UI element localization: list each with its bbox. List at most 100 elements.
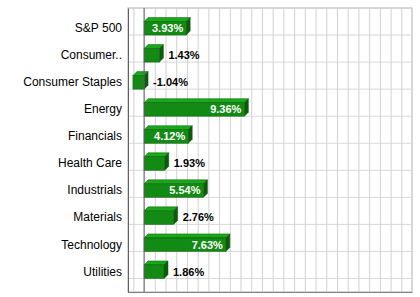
y-tick: Consumer Staples [23,75,128,89]
y-tick: Industrials [67,183,128,197]
x-axis-line [129,292,413,293]
y-tick: Health Care [58,156,128,170]
bar-top [144,99,248,103]
data-label: 2.76% [183,211,214,223]
x-tick [262,8,263,292]
category-label: Technology [61,238,122,252]
x-tick [251,8,252,292]
category-label: Industrials [67,183,122,197]
data-label: 1.86% [173,266,204,278]
data-label: 9.36% [210,103,241,115]
data-labels: 3.93% 1.43% -1.04% 9.36% 4.12% 1.93% 5.54% 2.76… [152,22,242,277]
bar-side [144,72,148,90]
data-label: 7.63% [192,239,223,251]
bar [144,265,164,279]
y-tick: Utilities [83,265,128,279]
grid-line [358,8,359,292]
grid-line [241,8,242,292]
grid-line [251,8,252,292]
zero-line [144,8,145,292]
x-tick [316,8,317,292]
data-label: 1.43% [168,49,199,61]
x-tick [305,8,306,292]
grid-line [133,8,134,292]
x-tick [230,8,231,292]
y-tick: Financials [68,129,128,143]
grid-line [391,8,392,292]
bar-top [144,126,192,130]
y-axis-line [128,9,129,293]
category-label: Materials [73,210,122,224]
bar-side [159,45,163,63]
bar-side [164,261,168,279]
grid-line [294,8,295,292]
y-tick: Energy [84,102,128,116]
y-tick: Technology [61,238,128,252]
x-tick [380,8,381,292]
chart-svg: S&P 500 Consumer.. Consumer Staples Energy F… [0,0,420,297]
bar-side [226,234,230,252]
y-axis: S&P 500 Consumer.. Consumer Staples Energy F… [23,9,128,293]
data-label: 4.12% [154,130,185,142]
bar-top [144,234,230,238]
data-label: 5.54% [169,184,200,196]
x-tick [273,8,274,292]
grid-line [283,8,284,292]
y-tick: S&P 500 [75,21,128,35]
grid-line [369,8,370,292]
bar-top [144,207,178,211]
grid-line [326,8,327,292]
bar-side [174,207,178,225]
bar-side [203,180,207,198]
bar [144,184,203,198]
grid-line [273,8,274,292]
y-tick: Materials [73,210,128,224]
x-tick [241,8,242,292]
grid-line [316,8,317,292]
grid-line [230,8,231,292]
bar [144,22,186,36]
y-tick: Consumer.. [61,48,128,62]
plot-frame [128,8,412,292]
x-tick [358,8,359,292]
bar-top [144,18,190,22]
data-label: -1.04% [153,76,188,88]
bar [144,130,188,144]
category-label: Consumer Staples [23,75,122,89]
grid-line [380,8,381,292]
bars [133,18,248,279]
x-tick [326,8,327,292]
data-label: 1.93% [174,157,205,169]
grid-line [262,8,263,292]
x-tick [133,8,134,292]
grid-line [305,8,306,292]
x-tick [348,8,349,292]
bar-side [188,126,192,144]
bar-side [186,18,190,36]
grid-line [337,8,338,292]
bar [133,76,144,90]
x-axis [129,8,413,293]
bar [144,211,174,225]
x-tick [283,8,284,292]
bar [144,103,244,117]
category-label: Energy [84,102,122,116]
bar-top [144,180,207,184]
bar-side [244,99,248,117]
x-tick [391,8,392,292]
category-label: Health Care [58,156,122,170]
category-label: Consumer.. [61,48,122,62]
grid-line [348,8,349,292]
grid-line [401,8,402,292]
category-label: S&P 500 [75,21,122,35]
category-label: Utilities [83,265,122,279]
x-tick [401,8,402,292]
bar [144,49,159,63]
x-tick [369,8,370,292]
category-label: Financials [68,129,122,143]
x-tick [337,8,338,292]
chart-container: S&P 500 Consumer.. Consumer Staples Energy F… [0,0,420,297]
bar [144,238,226,252]
x-tick [294,8,295,292]
data-label: 3.93% [152,22,183,34]
